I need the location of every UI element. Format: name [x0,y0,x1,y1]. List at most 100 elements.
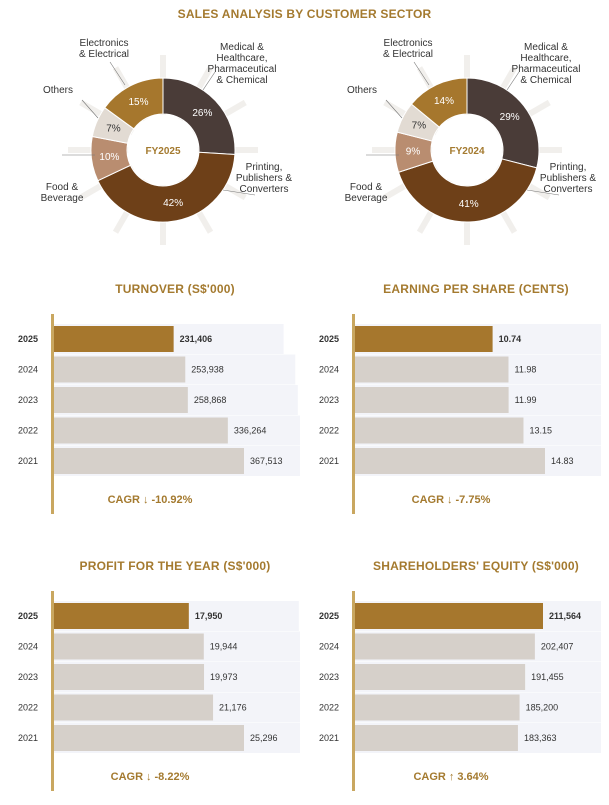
bar-value-label: 13.15 [529,426,552,436]
slice-percent-label: 15% [128,97,148,108]
bar-value-label: 183,363 [524,733,557,743]
category-label: Printing, Publishers & Converters [236,162,292,195]
bar-chart-svg: 2025 17,950 2024 19,944 2023 19,973 2022 21,176… [18,591,300,791]
leader-line [385,99,403,119]
donut-fy2024: 29% 41% 9% 7% 14% FY2024 Medical & Healthcare, P… [345,38,596,245]
bar-value-label: 21,176 [219,703,247,713]
bar-value-label: 19,973 [210,672,238,682]
year-label: 2021 [18,733,38,743]
bar [54,326,174,352]
bar [355,387,509,413]
year-label: 2025 [18,611,38,621]
year-label: 2025 [319,334,339,344]
year-label: 2023 [18,672,38,682]
donut-center-label: FY2024 [449,146,484,157]
bar-value-label: 336,264 [234,426,267,436]
leader-line [109,61,126,86]
profit-title: PROFIT FOR THE YEAR (S$'000) [79,559,271,573]
bar-value-label: 202,407 [541,642,574,652]
bar [54,664,205,690]
bar [355,633,535,660]
year-label: 2023 [319,672,339,682]
bar-value-label: 185,200 [526,703,559,713]
slice-percent-label: 7% [412,120,427,131]
profit-chart: PROFIT FOR THE YEAR (S$'000) 2025 17,950 2… [0,555,300,805]
bar [355,603,543,629]
bar [355,326,493,352]
sales-title: SALES ANALYSIS BY CUSTOMER SECTOR [177,7,432,21]
bar [54,417,228,444]
sector-donut-charts: 26% 42% 10% 7% 15% FY2025 Medical & Healthcare,… [41,38,596,245]
bar [54,603,189,629]
slice-percent-label: 14% [434,96,454,107]
arrow-down-icon: ↓ [142,494,149,506]
year-label: 2025 [319,611,339,621]
year-label: 2021 [319,733,339,743]
slice-percent-label: 10% [99,152,119,163]
year-label: 2023 [319,395,339,405]
donut-slice [162,77,236,156]
arrow-down-icon: ↓ [447,494,453,506]
donut-hole [128,115,198,185]
bar [54,725,244,751]
year-label: 2024 [18,365,38,375]
cagr-text: CAGR [411,494,445,506]
leader-line [81,99,99,119]
slice-percent-label: 42% [163,198,183,209]
eps-title: EARNING PER SHARE (CENTS) [383,282,569,296]
bar-chart-svg: 2025 10.74 2024 11.98 2023 11.99 2022 13.15 2021… [319,314,601,514]
bar [54,448,244,474]
cagr-value: -10.92% [151,494,193,506]
cagr-value: 3.64% [457,771,489,783]
arrow-up-icon: ↑ [448,771,455,783]
donut-slice [397,158,538,223]
cagr-label: CAGR ↓ -10.92% [0,494,300,506]
donut-slice [410,77,468,128]
category-label: Food & Beverage [345,182,388,204]
bar-value-label: 231,406 [180,334,213,344]
bar-chart-svg: 2025 231,406 2024 253,938 2023 258,868 2022 336… [18,314,300,514]
slice-percent-label: 7% [106,124,121,135]
equity-title: SHAREHOLDERS' EQUITY (S$'000) [373,559,579,573]
equity-chart: SHAREHOLDERS' EQUITY (S$'000) 2025 211,56… [301,555,601,805]
category-label: Electronics & Electrical [79,38,129,60]
eps-chart: EARNING PER SHARE (CENTS) 2025 10.74 2024 1… [301,278,601,528]
donut-slice [104,77,164,130]
bar [355,694,520,721]
category-label: Printing, Publishers & Converters [540,162,596,195]
year-label: 2021 [319,456,339,466]
year-label: 2025 [18,334,38,344]
year-label: 2024 [18,642,38,652]
bar-value-label: 367,513 [250,456,283,466]
category-label: Food & Beverage [41,182,84,204]
category-label: Electronics & Electrical [383,38,433,60]
bar [355,356,509,383]
bar-value-label: 14.83 [551,456,574,466]
bar [355,664,526,690]
bar [355,725,518,751]
bar-value-label: 25,296 [250,733,278,743]
bar-value-label: 11.99 [515,395,537,405]
chart-axis [51,591,54,791]
slice-percent-label: 9% [406,147,421,158]
cagr-value: -7.75% [455,494,491,506]
cagr-text: CAGR [107,494,140,506]
bar [54,694,214,721]
cagr-label: CAGR ↓ -7.75% [301,494,601,506]
cagr-label: CAGR ↑ 3.64% [301,771,601,783]
leader-line [526,189,560,196]
leader-line [506,71,520,91]
category-label: Medical & Healthcare, Pharmaceutical & Chem… [208,42,277,86]
bar-value-label: 258,868 [194,395,227,405]
year-label: 2022 [18,703,38,713]
year-label: 2023 [18,395,38,405]
bar-value-label: 10.74 [499,334,522,344]
bar [54,633,204,660]
bar-chart-svg: 2025 211,564 2024 202,407 2023 191,455 2022 185… [319,591,601,791]
donut-center-label: FY2025 [145,146,180,157]
category-label: Others [347,85,377,96]
cagr-label: CAGR ↓ -8.22% [0,771,300,783]
turnover-chart: TURNOVER (S$'000) 2025 231,406 2024 253,938… [0,278,300,528]
cagr-value: -8.22% [154,771,190,783]
bar [355,417,524,444]
